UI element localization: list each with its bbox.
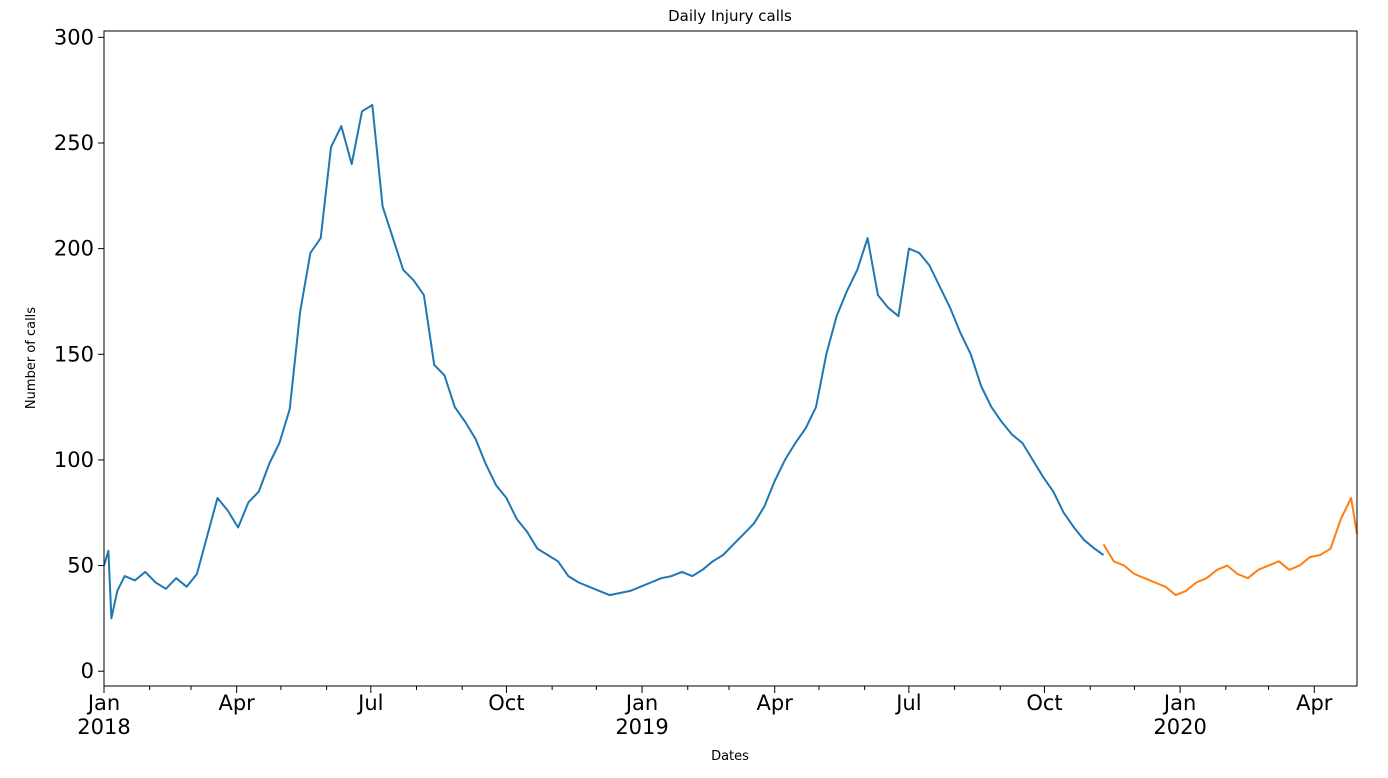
series-line-1 bbox=[103, 104, 1105, 620]
x-tick-label: Apr bbox=[1296, 691, 1333, 715]
x-tick-year-label: 2020 bbox=[1153, 715, 1206, 739]
x-tick-label: Jul bbox=[356, 691, 383, 715]
y-tick-label: 150 bbox=[54, 342, 94, 366]
x-tick-label: Oct bbox=[488, 691, 524, 715]
plot-frame bbox=[103, 30, 1358, 687]
x-tick-label: Jan bbox=[624, 691, 658, 715]
y-tick-label: 200 bbox=[54, 237, 94, 261]
y-tick-label: 300 bbox=[54, 25, 94, 49]
x-axis-label: Dates bbox=[711, 749, 749, 764]
x-tick-label: Oct bbox=[1026, 691, 1062, 715]
y-axis-label: Number of calls bbox=[24, 307, 39, 409]
x-tick-label: Apr bbox=[218, 691, 255, 715]
x-tick-label: Jul bbox=[894, 691, 921, 715]
x-tick-year-label: 2019 bbox=[615, 715, 668, 739]
x-tick-year-label: 2018 bbox=[77, 715, 130, 739]
series-line-2 bbox=[1102, 497, 1358, 597]
y-tick-label: 0 bbox=[81, 659, 94, 683]
x-tick-label: Apr bbox=[757, 691, 794, 715]
x-tick-label: Jan bbox=[86, 691, 120, 715]
y-tick-label: 50 bbox=[67, 554, 94, 578]
chart-title: Daily Injury calls bbox=[668, 7, 792, 25]
y-tick-label: 250 bbox=[54, 131, 94, 155]
x-tick-label: Jan bbox=[1162, 691, 1196, 715]
y-axis-ticks: 0 50 100 150 200 250 300 bbox=[54, 25, 104, 683]
y-tick-label: 100 bbox=[54, 448, 94, 472]
series-group bbox=[103, 104, 1358, 620]
